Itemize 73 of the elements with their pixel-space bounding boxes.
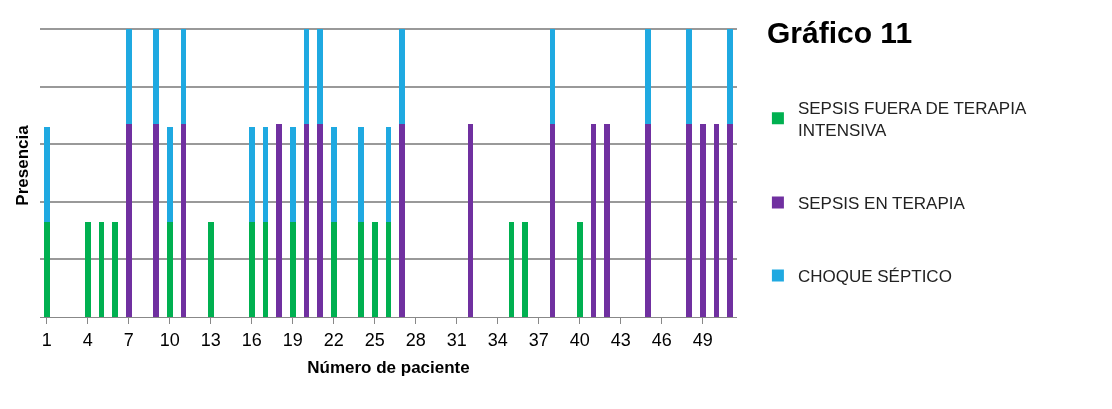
x-tick-label: 34: [487, 329, 508, 350]
bar: [358, 222, 364, 317]
bar: [126, 29, 132, 125]
bar: [331, 127, 337, 223]
x-tick-label: 4: [82, 329, 93, 350]
bar: [467, 124, 474, 317]
bar: [249, 127, 255, 223]
bar: [303, 29, 310, 125]
bar: [549, 124, 556, 317]
text: Gráfico 11: [767, 16, 913, 49]
bar: [262, 127, 269, 223]
x-tick-label: 7: [123, 329, 134, 350]
x-tick-label: 31: [446, 329, 467, 350]
bar: [590, 124, 597, 317]
bar: [645, 124, 651, 317]
bar: [399, 29, 405, 125]
x-tick-label: 40: [569, 329, 590, 350]
x-tick-label: 16: [241, 329, 262, 350]
x-tick-label: 1: [41, 329, 52, 350]
bar: [508, 222, 515, 317]
legend-label: CHOQUE SÉPTICO: [797, 267, 952, 287]
bar: [153, 29, 159, 125]
x-tick-label: 28: [405, 329, 426, 350]
bar: [604, 124, 610, 317]
bar: [358, 127, 364, 223]
bar: [98, 222, 105, 317]
x-axis-title: Número de paciente: [307, 358, 470, 377]
x-tick-label: 46: [651, 329, 672, 350]
y-axis-title: Presencia: [12, 124, 32, 206]
x-tick-label: 37: [528, 329, 549, 350]
bar: [126, 124, 132, 317]
bar: [727, 29, 733, 125]
bar: [153, 124, 159, 317]
x-tick-label: 43: [610, 329, 631, 350]
bar: [727, 124, 733, 317]
bar: [385, 127, 392, 223]
x-tick-label: 19: [282, 329, 303, 350]
bar: [167, 127, 173, 223]
x-tick-label: 10: [159, 329, 180, 350]
bar: [385, 222, 392, 317]
bar: [208, 222, 214, 317]
x-tick-label: 49: [692, 329, 713, 350]
bar: [44, 127, 50, 223]
bar: [399, 124, 405, 317]
bar: [317, 29, 323, 125]
bar: [180, 29, 187, 125]
bar: [167, 222, 173, 317]
bar: [249, 222, 255, 317]
bar: [290, 127, 296, 223]
x-tick-label: 13: [200, 329, 221, 350]
bar: [577, 222, 583, 317]
bar: [276, 124, 282, 317]
bar: [290, 222, 296, 317]
x-tick-label: 22: [323, 329, 344, 350]
bar: [549, 29, 556, 125]
bar: [112, 222, 118, 317]
bar: [686, 124, 692, 317]
bar: [645, 29, 651, 125]
bar: [372, 222, 378, 317]
x-tick-label: 25: [364, 329, 385, 350]
bar: [686, 29, 692, 125]
bar: [522, 222, 528, 317]
bar: [331, 222, 337, 317]
bar: [700, 124, 706, 317]
bar: [262, 222, 269, 317]
legend-label: SEPSIS FUERA DE TERAPIA INTENSIVA: [797, 98, 1027, 141]
legend-label: SEPSIS EN TERAPIA: [797, 194, 966, 214]
bar: [180, 124, 187, 317]
bar: [85, 222, 91, 317]
bar: [317, 124, 323, 317]
bar: [713, 124, 720, 317]
bar: [44, 222, 50, 317]
bar: [303, 124, 310, 317]
